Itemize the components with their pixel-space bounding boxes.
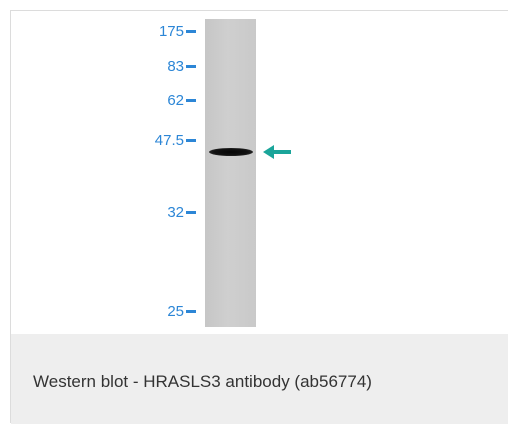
marker-62: 62 — [167, 93, 196, 109]
marker-tick — [186, 210, 196, 214]
figure-caption: Western blot - HRASLS3 antibody (ab56774… — [33, 372, 372, 391]
blot-lane — [205, 19, 256, 327]
marker-175-label: 175 — [158, 23, 184, 40]
marker-32-label: 32 — [167, 204, 184, 221]
band-arrow-icon — [263, 145, 291, 159]
marker-47-5: 47.5 — [155, 133, 196, 149]
caption-box: Western blot - HRASLS3 antibody (ab56774… — [11, 334, 508, 424]
marker-47-5-label: 47.5 — [154, 132, 184, 149]
marker-83: 83 — [167, 59, 196, 75]
protein-band — [209, 148, 253, 156]
marker-83-label: 83 — [167, 58, 184, 75]
marker-tick — [186, 138, 196, 142]
marker-tick — [186, 309, 196, 313]
marker-175: 175 — [159, 24, 196, 40]
marker-25-label: 25 — [167, 303, 184, 320]
western-blot-image: 175 83 62 47.5 32 25 — [11, 11, 508, 334]
marker-62-label: 62 — [167, 92, 184, 109]
marker-25: 25 — [167, 304, 196, 320]
figure-card: 175 83 62 47.5 32 25 Western blot - HRAS… — [10, 10, 508, 424]
marker-tick — [186, 64, 196, 68]
marker-32: 32 — [167, 205, 196, 221]
marker-tick — [186, 98, 196, 102]
marker-tick — [186, 29, 196, 33]
